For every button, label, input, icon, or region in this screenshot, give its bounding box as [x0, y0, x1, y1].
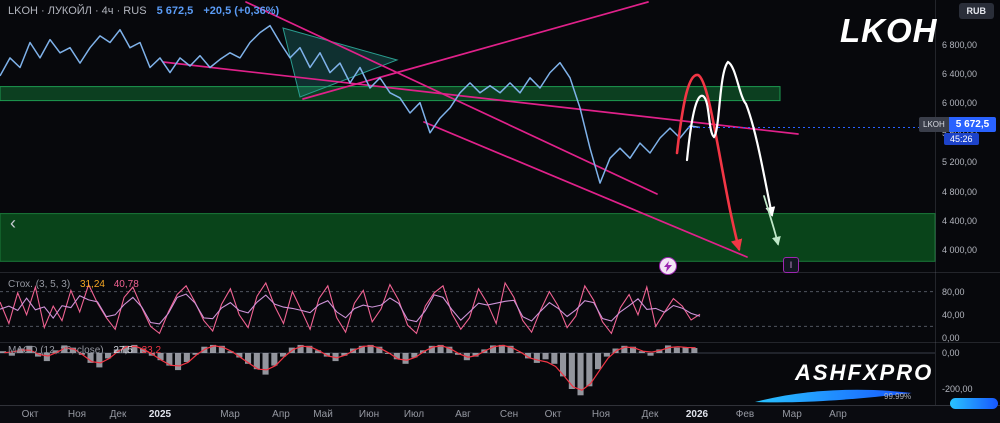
time-label: Окт	[21, 409, 39, 420]
symbol-title: LKOH · ЛУКОЙЛ · 4ч · RUS	[8, 5, 147, 17]
time-label: Мар	[782, 409, 802, 420]
price-change-value: +20,5 (+0,36%)	[203, 5, 280, 17]
price-tick: 6 800,00	[942, 39, 978, 50]
idea-marker-icon[interactable]: I	[783, 257, 799, 273]
logo-swoosh	[755, 389, 998, 409]
time-label: Дек	[109, 409, 127, 420]
price-tick: 5 600,00	[942, 128, 977, 138]
price-tick: 4 400,00	[942, 215, 978, 226]
time-label: Апр	[272, 409, 290, 420]
time-label: Апр	[829, 409, 847, 420]
macd-label: MACD (12, 26, close)	[8, 345, 104, 356]
time-label: Мар	[220, 409, 240, 420]
time-label: Май	[313, 409, 333, 420]
macd-tick: 0,00	[942, 348, 960, 358]
symbol-watermark: LKOH	[840, 12, 938, 49]
chevron-left-icon[interactable]: ‹	[10, 213, 16, 233]
stoch-tick: 80,00	[942, 286, 965, 297]
price-tick: 4 000,00	[942, 245, 978, 256]
time-label: Сен	[499, 409, 519, 420]
price-tag-price: 5 672,5	[948, 117, 997, 132]
stoch-tick: 0,00	[942, 333, 960, 343]
macd-value-2: 33,2	[141, 345, 162, 356]
lightning-marker[interactable]	[659, 257, 677, 275]
stoch-d-value: 40,78	[113, 279, 139, 290]
time-label: Ноя	[67, 409, 87, 420]
ashfxpro-logo: ASHFXPRO 99.99%	[750, 358, 1000, 418]
time-label: 2026	[685, 409, 709, 420]
price-tag: LKOH 5 672,5 45:26	[919, 117, 997, 145]
price-tick: 5 200,00	[942, 157, 978, 168]
time-label: Фев	[735, 409, 755, 420]
time-label: Авг	[455, 409, 471, 420]
time-label: Окт	[544, 409, 562, 420]
price-tag-symbol: LKOH	[919, 117, 949, 132]
symbol-legend: LKOH · ЛУКОЙЛ · 4ч · RUS 5 672,5 +20,5 (…	[8, 5, 279, 17]
last-price-value: 5 672,5	[156, 5, 194, 17]
time-label: Дек	[641, 409, 659, 420]
logo-percent: 99.99%	[884, 392, 912, 401]
currency-badge: RUB	[958, 3, 994, 19]
time-label: 2025	[148, 409, 172, 420]
time-axis[interactable]: Окт Ноя Дек 2025 Мар Апр Май Июн Июл Авг Сен Окт Ноя…	[0, 405, 1000, 423]
macd-tick: -200,00	[942, 384, 973, 394]
lightning-icon	[664, 260, 672, 272]
stoch-tick: 40,00	[942, 309, 965, 320]
stoch-legend: Стох. (3, 5, 3) 31,24 40,78	[8, 279, 139, 290]
bar-countdown: 45:26	[944, 133, 979, 145]
price-axis[interactable]: 6 800,00 6 400,00 6 000,00 5 600,00 5 200,00…	[935, 0, 1000, 405]
time-label: Июн	[358, 409, 380, 420]
time-label: Ноя	[591, 409, 611, 420]
price-tick: 6 400,00	[942, 69, 978, 80]
stoch-label: Стох. (3, 5, 3)	[8, 279, 71, 290]
logo-text: ASHFXPRO	[795, 360, 934, 385]
stoch-k-value: 31,24	[79, 279, 105, 290]
macd-legend: MACD (12, 26, close) 27,5 33,2	[8, 345, 161, 356]
time-label: Июл	[403, 409, 425, 420]
macd-value-1: 27,5	[113, 345, 133, 356]
price-tick: 4 800,00	[942, 186, 978, 197]
price-tick: 6 000,00	[942, 98, 978, 109]
